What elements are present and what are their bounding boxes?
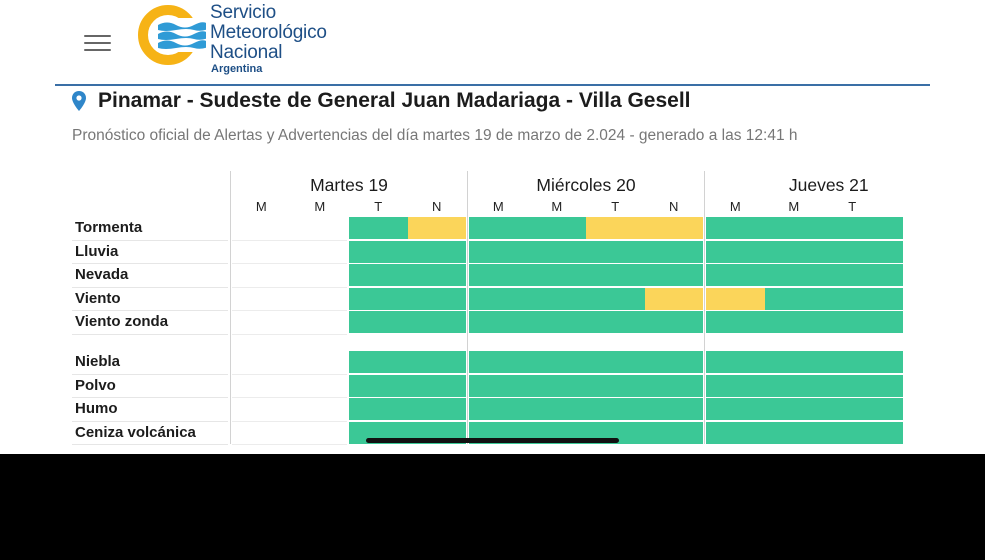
day-header: Miércoles 20 — [536, 175, 636, 195]
alert-cell-green[interactable] — [349, 287, 466, 310]
alert-cell-green[interactable] — [349, 374, 466, 397]
column-separator — [467, 171, 468, 444]
alert-cell-yellow[interactable] — [644, 287, 703, 310]
alert-cell-green[interactable] — [469, 217, 586, 239]
alert-cell-green[interactable] — [469, 374, 703, 397]
alert-cell-green[interactable] — [469, 287, 645, 310]
period-label: T — [848, 199, 857, 214]
logo-line-2: Meteorológico — [210, 22, 327, 43]
smn-logo-icon — [138, 5, 208, 65]
row-divider — [232, 397, 347, 398]
alert-cell-yellow[interactable] — [706, 287, 765, 310]
forecast-info: Pronóstico oficial de Alertas y Adverten… — [72, 127, 798, 144]
row-divider — [72, 444, 228, 445]
location-title: Pinamar - Sudeste de General Juan Madari… — [98, 89, 691, 112]
logo-text: Servicio Meteorológico Nacional Argentin… — [210, 3, 327, 76]
period-label: N — [669, 199, 679, 214]
row-divider — [232, 373, 347, 375]
alert-cell-green[interactable] — [349, 264, 466, 286]
alert-cell-green[interactable] — [706, 217, 903, 239]
logo-line-3: Nacional — [210, 42, 283, 63]
row-divider — [72, 239, 228, 241]
row-divider — [232, 444, 347, 445]
alert-cell-green[interactable] — [469, 311, 703, 333]
phenomenon-label: Viento zonda — [75, 313, 169, 330]
row-divider — [232, 333, 347, 335]
alert-cell-green[interactable] — [349, 398, 466, 420]
day-header: Martes 19 — [310, 175, 388, 195]
alert-cell-green[interactable] — [469, 398, 703, 420]
alert-cell-green[interactable] — [469, 240, 703, 263]
alert-cell-green[interactable] — [706, 351, 903, 373]
alert-cell-green[interactable] — [349, 351, 466, 373]
period-label: N — [432, 199, 442, 214]
row-divider — [72, 397, 228, 398]
column-separator — [230, 171, 231, 444]
phenomenon-label: Ceniza volcánica — [75, 423, 196, 441]
row-divider — [72, 333, 228, 335]
period-label: T — [611, 199, 620, 214]
logo-line-1: Servicio — [210, 2, 276, 23]
phenomenon-label: Niebla — [75, 353, 121, 370]
alert-cell-green[interactable] — [349, 240, 466, 263]
alert-cell-green[interactable] — [706, 374, 903, 397]
alert-cell-green[interactable] — [349, 311, 466, 333]
row-divider — [232, 239, 347, 241]
phenomenon-label: Humo — [75, 400, 118, 417]
hamburger-menu-icon[interactable] — [84, 33, 112, 53]
phenomenon-label: Viento — [75, 289, 121, 307]
row-divider — [232, 310, 347, 311]
row-divider — [72, 310, 228, 311]
alert-cell-green[interactable] — [764, 287, 903, 310]
alert-cell-yellow[interactable] — [407, 217, 466, 239]
map-pin-icon — [72, 91, 86, 111]
row-divider — [72, 286, 228, 288]
alert-cell-green[interactable] — [349, 217, 408, 239]
row-divider — [232, 286, 347, 288]
phenomenon-label: Polvo — [75, 376, 116, 394]
period-label: T — [374, 199, 383, 214]
row-divider — [72, 420, 228, 422]
row-divider — [72, 263, 228, 264]
period-label: M — [314, 199, 326, 214]
alert-cell-green[interactable] — [706, 240, 903, 263]
smn-logo[interactable]: Servicio Meteorológico Nacional Argentin… — [134, 3, 344, 75]
alert-cell-green[interactable] — [706, 421, 903, 444]
alert-cell-green[interactable] — [706, 311, 903, 333]
period-label: M — [551, 199, 563, 214]
alert-cell-yellow[interactable] — [586, 217, 703, 239]
phenomenon-label: Tormenta — [75, 219, 143, 236]
alert-cell-green[interactable] — [469, 264, 703, 286]
column-separator — [704, 171, 705, 444]
logo-country: Argentina — [211, 63, 263, 75]
alert-cell-green[interactable] — [469, 351, 703, 373]
period-label: M — [729, 199, 741, 214]
period-label: M — [492, 199, 504, 214]
app-screen: Servicio Meteorológico Nacional Argentin… — [0, 0, 985, 454]
home-indicator — [366, 438, 619, 443]
row-divider — [232, 263, 347, 264]
period-label: M — [255, 199, 267, 214]
phenomenon-label: Lluvia — [75, 242, 119, 260]
alert-cell-green[interactable] — [706, 264, 903, 286]
alerts-table: Martes 19 Miércoles 20 Jueves 21 M M T N M M T N M M… — [72, 171, 903, 445]
alert-cell-green[interactable] — [706, 398, 903, 420]
period-label: M — [788, 199, 800, 214]
phenomenon-label: Nevada — [75, 266, 129, 283]
row-divider — [72, 373, 228, 375]
header-divider — [55, 84, 930, 86]
day-header: Jueves 21 — [788, 175, 869, 195]
row-divider — [232, 420, 347, 422]
